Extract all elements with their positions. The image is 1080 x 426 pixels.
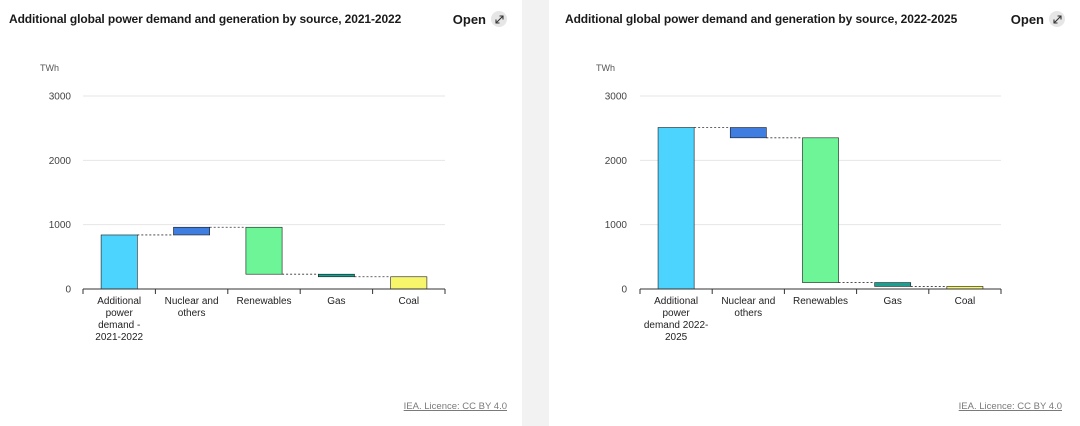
chart-title: Additional global power demand and gener… <box>9 12 402 26</box>
x-category-label: Additional <box>654 296 698 307</box>
bar-additional-power-demand-2022-2025[interactable] <box>657 127 695 290</box>
x-category-label: Gas <box>884 296 902 307</box>
x-category-label: others <box>734 308 762 319</box>
y-tick-label: 0 <box>621 285 627 296</box>
bar-coal[interactable] <box>390 276 428 290</box>
y-axis-unit: TWh <box>596 63 615 73</box>
bar-gas[interactable] <box>317 273 355 278</box>
x-category-label: Coal <box>955 296 976 307</box>
open-button[interactable]: Open <box>453 11 507 27</box>
x-category-label: Renewables <box>793 296 848 307</box>
chart-title: Additional global power demand and gener… <box>565 12 958 26</box>
bar-gas[interactable] <box>874 282 912 287</box>
y-tick-label: 2000 <box>49 156 72 167</box>
chart-panel-2021-2022: Additional global power demand and gener… <box>0 0 522 426</box>
x-category-label: 2025 <box>665 332 688 343</box>
chart-panel-2022-2025: Additional global power demand and gener… <box>549 0 1080 426</box>
x-category-label: power <box>106 308 134 319</box>
y-axis-unit: TWh <box>40 63 59 73</box>
bar-nuclear-and-others[interactable] <box>729 127 767 139</box>
x-category-label: Nuclear and <box>165 296 219 307</box>
bar-additional-power-demand-2021-2022[interactable] <box>100 234 138 290</box>
x-category-label: 2021-2022 <box>95 332 143 343</box>
x-category-label: power <box>662 308 690 319</box>
y-tick-label: 3000 <box>49 92 72 103</box>
x-category-label: Nuclear and <box>721 296 775 307</box>
x-category-label: demand 2022- <box>644 320 709 331</box>
x-category-label: others <box>178 308 206 319</box>
y-tick-label: 0 <box>65 285 71 296</box>
expand-icon <box>1049 11 1065 27</box>
licence-link[interactable]: IEA. Licence: CC BY 4.0 <box>958 401 1062 412</box>
expand-icon <box>491 11 507 27</box>
x-category-label: Gas <box>327 296 345 307</box>
bar-renewables[interactable] <box>245 226 283 275</box>
open-label: Open <box>1010 11 1044 27</box>
x-category-label: demand - <box>98 320 140 331</box>
y-tick-label: 1000 <box>605 220 628 231</box>
bar-renewables[interactable] <box>802 137 839 283</box>
bar-nuclear-and-others[interactable] <box>173 226 211 236</box>
x-category-label: Renewables <box>236 296 291 307</box>
x-category-label: Coal <box>399 296 420 307</box>
y-tick-label: 3000 <box>605 92 628 103</box>
y-tick-label: 2000 <box>605 156 628 167</box>
licence-link[interactable]: IEA. Licence: CC BY 4.0 <box>403 401 507 412</box>
x-category-label: Additional <box>97 296 141 307</box>
open-button[interactable]: Open <box>1011 11 1065 27</box>
y-tick-label: 1000 <box>49 220 72 231</box>
open-label: Open <box>452 11 486 27</box>
